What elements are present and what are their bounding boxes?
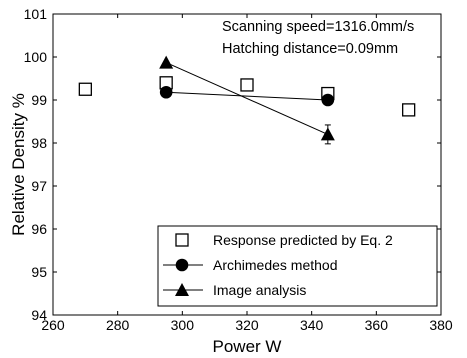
x-tick-label: 360 [365, 317, 389, 333]
x-tick-label: 320 [235, 317, 259, 333]
legend-label: Image analysis [213, 282, 306, 298]
y-tick-label: 101 [24, 6, 48, 22]
data-point-s3 [320, 127, 335, 141]
x-tick-label: 300 [171, 317, 195, 333]
legend-marker [175, 258, 189, 272]
y-tick-label: 98 [31, 135, 47, 151]
plot-area: 260 280 300 320 340 360 380 94 95 96 97 98 99 100 101 P… [9, 6, 453, 356]
data-point-s2 [321, 93, 335, 107]
legend-marker [175, 283, 189, 296]
x-tick-label: 380 [429, 317, 453, 333]
series-line-2 [166, 91, 328, 101]
y-tick-label: 96 [31, 221, 47, 237]
x-tick-label: 260 [41, 317, 65, 333]
x-axis-title: Power W [213, 337, 282, 356]
data-point-s3 [159, 55, 174, 69]
y-tick-label: 99 [31, 92, 47, 108]
data-point-s1 [78, 82, 92, 96]
legend-label: Archimedes method [213, 257, 338, 273]
legend-marker [175, 233, 189, 247]
y-tick-label: 100 [24, 49, 48, 65]
y-tick-label: 95 [31, 264, 47, 280]
annotation-2: Hatching distance=0.09mm [222, 41, 398, 57]
series-line-3 [165, 62, 329, 135]
annotation-1: Scanning speed=1316.0mm/s [222, 19, 414, 35]
data-point-s2 [159, 85, 173, 99]
y-axis-title: Relative Density % [9, 93, 28, 236]
x-tick-label: 340 [300, 317, 324, 333]
x-tick-label: 280 [106, 317, 130, 333]
y-tick-label: 94 [31, 307, 47, 323]
y-tick-label: 97 [31, 178, 47, 194]
data-point-s1 [402, 103, 416, 117]
data-point-s1 [240, 78, 254, 92]
legend-box [157, 225, 438, 307]
legend-label: Response predicted by Eq. 2 [213, 232, 393, 248]
